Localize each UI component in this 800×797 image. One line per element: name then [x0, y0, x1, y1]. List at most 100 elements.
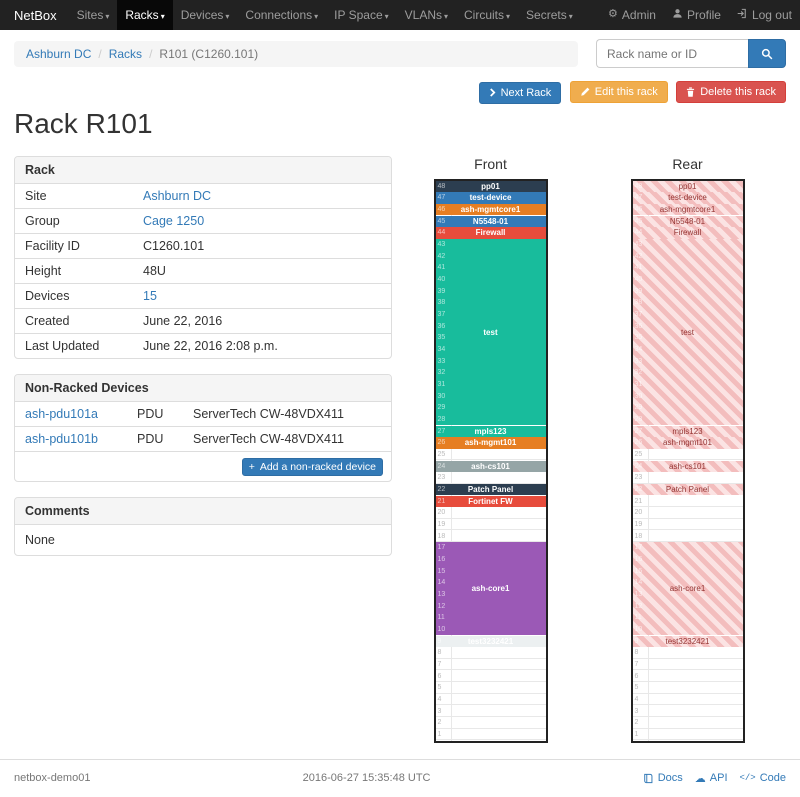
app-brand[interactable]: NetBox: [14, 8, 57, 23]
rack-unit-number: 16: [634, 556, 643, 564]
device-role: PDU: [137, 431, 164, 446]
rack-unit-number: 14: [634, 579, 643, 587]
rack-device[interactable]: test: [435, 238, 546, 426]
gear-icon: ⚙: [608, 8, 618, 20]
rack-unit-number: 32: [634, 369, 643, 377]
nav-item-secrets[interactable]: Secrets ▾: [518, 0, 581, 30]
device-link[interactable]: ash-pdu101b: [25, 431, 98, 446]
rack-unit-number: 36: [634, 322, 643, 330]
caret-down-icon: ▾: [225, 12, 230, 21]
rack-device[interactable]: ash-core1: [435, 542, 546, 636]
breadcrumb-racks[interactable]: Racks: [91, 47, 142, 61]
rack-device[interactable]: ash-core1: [632, 542, 743, 636]
attr-row-facility-id: Facility ID C1260.101: [15, 234, 391, 259]
docs-link[interactable]: Docs: [643, 772, 683, 784]
breadcrumb-site[interactable]: Ashburn DC: [26, 46, 92, 61]
nav-label: Admin: [621, 8, 656, 22]
rack-device[interactable]: Firewall: [632, 227, 743, 239]
rack-unit-number: 2: [634, 719, 639, 727]
rack-device[interactable]: test-device: [632, 192, 743, 204]
rack-search: [596, 39, 786, 68]
nav-item-sites[interactable]: Sites ▾: [69, 0, 118, 30]
nav-item-ip-space[interactable]: IP Space ▾: [326, 0, 397, 30]
rack-device[interactable]: pp01: [435, 180, 546, 193]
rack-device[interactable]: N5548-01: [632, 215, 743, 228]
nav-label: VLANs: [404, 8, 442, 22]
rack-unit-number: 30: [634, 392, 643, 400]
group-link[interactable]: Cage 1250: [143, 213, 205, 228]
api-link[interactable]: ☁ API: [695, 772, 728, 785]
link-label: Docs: [657, 772, 683, 784]
rack-unit-row: [435, 531, 546, 543]
rack-unit-number: 31: [437, 381, 446, 389]
nav-item-vlans[interactable]: VLANs ▾: [397, 0, 456, 30]
rack-device[interactable]: test-device: [435, 192, 546, 204]
attr-value: 48U: [143, 263, 166, 278]
nav-item-racks[interactable]: Racks ▾: [117, 0, 173, 30]
nav-item-devices[interactable]: Devices ▾: [173, 0, 238, 30]
rack-device[interactable]: mpls123: [632, 425, 743, 438]
rack-unit-number: 38: [634, 299, 643, 307]
rack-unit-number: 19: [437, 521, 446, 529]
rack-device[interactable]: pp01: [632, 180, 743, 193]
code-link[interactable]: </> Code: [740, 772, 787, 784]
rack-device[interactable]: ash-mgmt101: [632, 437, 743, 449]
rack-device[interactable]: N5548-01: [435, 215, 546, 228]
rack-device[interactable]: Firewall: [435, 227, 546, 239]
footer-links: Docs ☁ API </> Code: [643, 772, 786, 785]
footer-hostname: netbox-demo01: [14, 772, 91, 784]
rack-unit-number: 15: [634, 567, 643, 575]
rack-device[interactable]: ash-mgmtcore1: [435, 203, 546, 216]
rack-device[interactable]: test3232421: [435, 635, 546, 648]
page-footer: netbox-demo01 2016-06-27 15:35:48 UTC Do…: [0, 758, 800, 797]
rack-unit-number: 1: [437, 731, 442, 739]
rack-device[interactable]: ash-mgmt101: [435, 437, 546, 449]
delete-rack-button[interactable]: Delete this rack: [676, 81, 786, 103]
non-racked-row: ash-pdu101a PDU ServerTech CW-48VDX411: [15, 402, 391, 427]
nav-label: Sites: [76, 8, 104, 22]
rack-device[interactable]: Patch Panel: [435, 483, 546, 496]
rack-device[interactable]: ash-cs101: [632, 460, 743, 473]
edit-rack-button[interactable]: Edit this rack: [569, 81, 668, 103]
nav-item-admin[interactable]: ⚙ Admin: [600, 0, 664, 30]
rack-device[interactable]: mpls123: [435, 425, 546, 438]
rack-device[interactable]: test3232421: [632, 635, 743, 648]
rack-device[interactable]: Patch Panel: [632, 483, 743, 496]
search-button[interactable]: [748, 39, 786, 68]
logout-icon: [737, 8, 746, 19]
rack-unit-row: [435, 706, 546, 718]
next-rack-button[interactable]: Next Rack: [478, 81, 562, 104]
nav-item-logout[interactable]: Log out: [729, 0, 800, 30]
device-link[interactable]: ash-pdu101a: [25, 406, 98, 421]
rack-unit-number: 43: [437, 241, 446, 249]
site-link[interactable]: Ashburn DC: [143, 188, 212, 203]
rack-unit-number: 33: [634, 357, 643, 365]
rack-unit-number: 17: [634, 544, 643, 552]
rack-unit-number: 8: [634, 649, 639, 657]
rack-device[interactable]: Fortinet FW: [435, 495, 546, 508]
button-label: Edit this rack: [594, 86, 658, 98]
nav-item-profile[interactable]: Profile: [664, 0, 729, 30]
add-non-racked-device-button[interactable]: + Add a non-racked device: [241, 457, 383, 476]
search-input[interactable]: [596, 39, 748, 68]
rack-unit-number: 15: [437, 567, 446, 575]
main-nav: Sites ▾ Racks ▾ Devices ▾ Connections ▾ IP S…: [69, 0, 581, 30]
nav-item-circuits[interactable]: Circuits ▾: [456, 0, 518, 30]
device-model: ServerTech CW-48VDX411: [193, 406, 344, 421]
rack-unit-number: 27: [634, 427, 643, 435]
rack-unit-number: 22: [634, 486, 643, 494]
rack-unit-number: 39: [437, 287, 446, 295]
rack-unit-row: [435, 507, 546, 519]
rack-unit-number: 8: [437, 649, 442, 657]
rack-unit-row: [632, 519, 743, 531]
attr-row-height: Height 48U: [15, 259, 391, 284]
rack-unit-number: 4: [634, 696, 639, 704]
nav-item-connections[interactable]: Connections ▾: [237, 0, 326, 30]
devices-count-link[interactable]: 15: [143, 288, 157, 303]
rack-unit-row: [632, 682, 743, 694]
nav-label: Connections: [245, 8, 313, 22]
rack-device[interactable]: ash-mgmtcore1: [632, 203, 743, 216]
rack-device[interactable]: test: [632, 238, 743, 426]
caret-down-icon: ▾: [506, 12, 511, 21]
rack-device[interactable]: ash-cs101: [435, 460, 546, 473]
